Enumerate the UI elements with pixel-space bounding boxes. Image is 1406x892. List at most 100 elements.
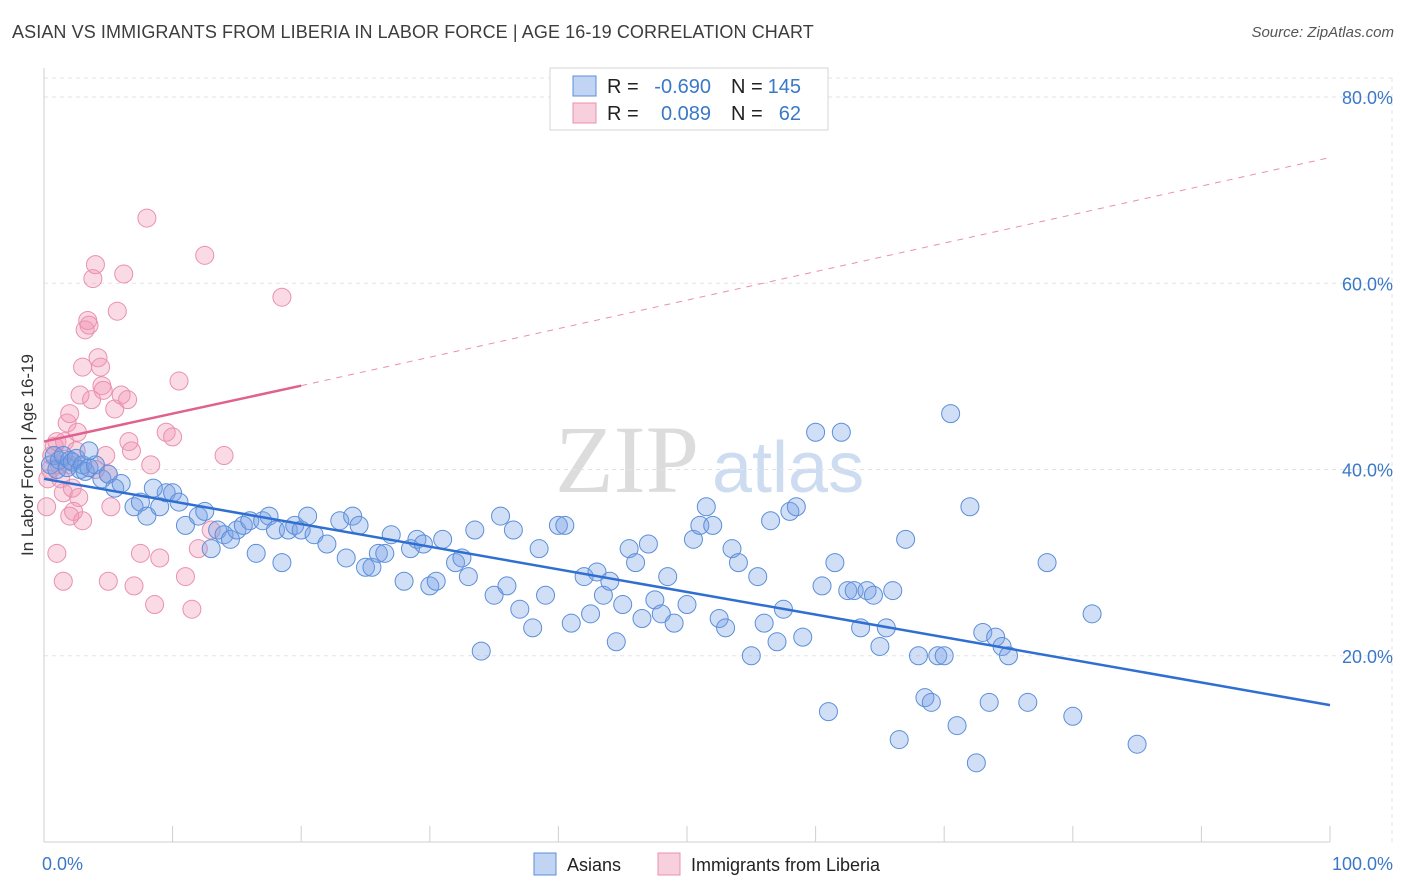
asian-point — [593, 585, 613, 605]
asian-point — [503, 520, 523, 540]
asian-point — [683, 529, 703, 549]
asian-point — [1037, 553, 1057, 573]
asian-point — [696, 497, 716, 517]
asian-point — [523, 618, 543, 638]
asian-point — [1018, 692, 1038, 712]
liberia-point — [118, 390, 138, 410]
asian-point — [143, 478, 163, 498]
liberia-point — [37, 497, 57, 517]
bottom-legend-liberia-swatch — [657, 852, 681, 876]
asian-point — [349, 515, 369, 535]
liberia-point — [169, 371, 189, 391]
asian-point — [600, 571, 620, 591]
liberia-point — [182, 599, 202, 619]
trend-lines — [43, 157, 1331, 707]
asian-point — [979, 692, 999, 712]
asian-point — [298, 506, 318, 526]
liberia-point — [47, 543, 67, 563]
asian-point — [677, 595, 697, 615]
asian-point — [703, 515, 723, 535]
asian-point — [555, 515, 575, 535]
asian-point — [156, 483, 176, 503]
liberia-point — [145, 595, 165, 615]
asian-point — [150, 497, 170, 517]
liberia-point — [98, 571, 118, 591]
asian-point — [85, 455, 105, 475]
legend-liberia-r-label: R = — [607, 103, 639, 125]
asian-point — [728, 553, 748, 573]
asian-point — [863, 585, 883, 605]
chart-source: Source: ZipAtlas.com — [1251, 24, 1394, 41]
asian-point — [336, 548, 356, 568]
asian-point — [1063, 706, 1083, 726]
liberia-point — [130, 543, 150, 563]
asian-point — [966, 753, 986, 773]
asian-point — [458, 567, 478, 587]
legend-asian-n-value: 145 — [768, 76, 801, 98]
asian-point — [375, 543, 395, 563]
liberia-point — [141, 455, 161, 475]
asian-point — [362, 557, 382, 577]
asian-point — [394, 571, 414, 591]
asian-point — [529, 539, 549, 559]
asian-point — [928, 646, 948, 666]
asian-point — [433, 529, 453, 549]
asian-point — [870, 636, 890, 656]
asian-point — [510, 599, 530, 619]
asian-point — [960, 497, 980, 517]
asian-point — [908, 646, 928, 666]
x-tick-label: 0.0% — [42, 854, 83, 874]
liberia-point — [101, 497, 121, 517]
asian-point — [497, 576, 517, 596]
liberia-point — [73, 511, 93, 531]
top-legend: R = -0.690 N = 145 R = 0.089 N = 62 — [549, 67, 829, 131]
bottom-legend-asian-label: Asians — [567, 855, 621, 875]
liberia-point — [105, 399, 125, 419]
asian-point — [79, 441, 99, 461]
y-axis-label: In Labor Force | Age 16-19 — [18, 354, 37, 556]
legend-asian-swatch — [572, 75, 597, 97]
asian-point — [973, 622, 993, 642]
liberia-point — [163, 427, 183, 447]
asian-trend-line — [43, 477, 1331, 707]
bottom-legend-asian-swatch — [533, 852, 557, 876]
liberia-point — [70, 385, 90, 405]
liberia-point — [150, 548, 170, 568]
asian-point — [934, 646, 954, 666]
liberia-point — [60, 404, 80, 424]
liberia-point — [53, 571, 73, 591]
asian-point — [921, 692, 941, 712]
asian-point — [754, 613, 774, 633]
liberia-trend-line — [43, 384, 302, 443]
liberia-point — [93, 380, 113, 400]
asian-point — [548, 515, 568, 535]
asian-point — [812, 576, 832, 596]
liberia-point — [53, 483, 73, 503]
legend-liberia-n-value: 62 — [779, 103, 801, 125]
asian-point — [632, 609, 652, 628]
asian-point — [175, 515, 195, 535]
asian-point — [613, 595, 633, 615]
asian-point — [709, 609, 729, 628]
liberia-point — [175, 567, 195, 587]
asian-point — [638, 534, 658, 554]
bottom-legend: Asians Immigrants from Liberia — [533, 852, 881, 876]
watermark-zip: ZIP — [555, 406, 699, 513]
asian-point — [619, 539, 639, 559]
tick-labels: 20.0% 40.0% 60.0% 80.0% 0.0% 100.0% — [42, 88, 1393, 874]
asian-point — [561, 613, 581, 633]
legend-liberia-n-label: N = — [731, 103, 763, 125]
asian-point — [716, 618, 736, 638]
y-tick-label: 60.0% — [1342, 274, 1393, 294]
liberia-point — [69, 487, 89, 507]
liberia-point — [107, 301, 127, 321]
asian-point — [98, 464, 118, 484]
liberia-point — [60, 506, 80, 526]
asian-point — [343, 506, 363, 526]
y-tick-label: 40.0% — [1342, 461, 1393, 481]
asian-point — [491, 506, 511, 526]
asian-point — [767, 632, 787, 652]
asian-point — [465, 520, 485, 540]
asian-point — [356, 557, 375, 577]
asian-point — [947, 716, 967, 736]
